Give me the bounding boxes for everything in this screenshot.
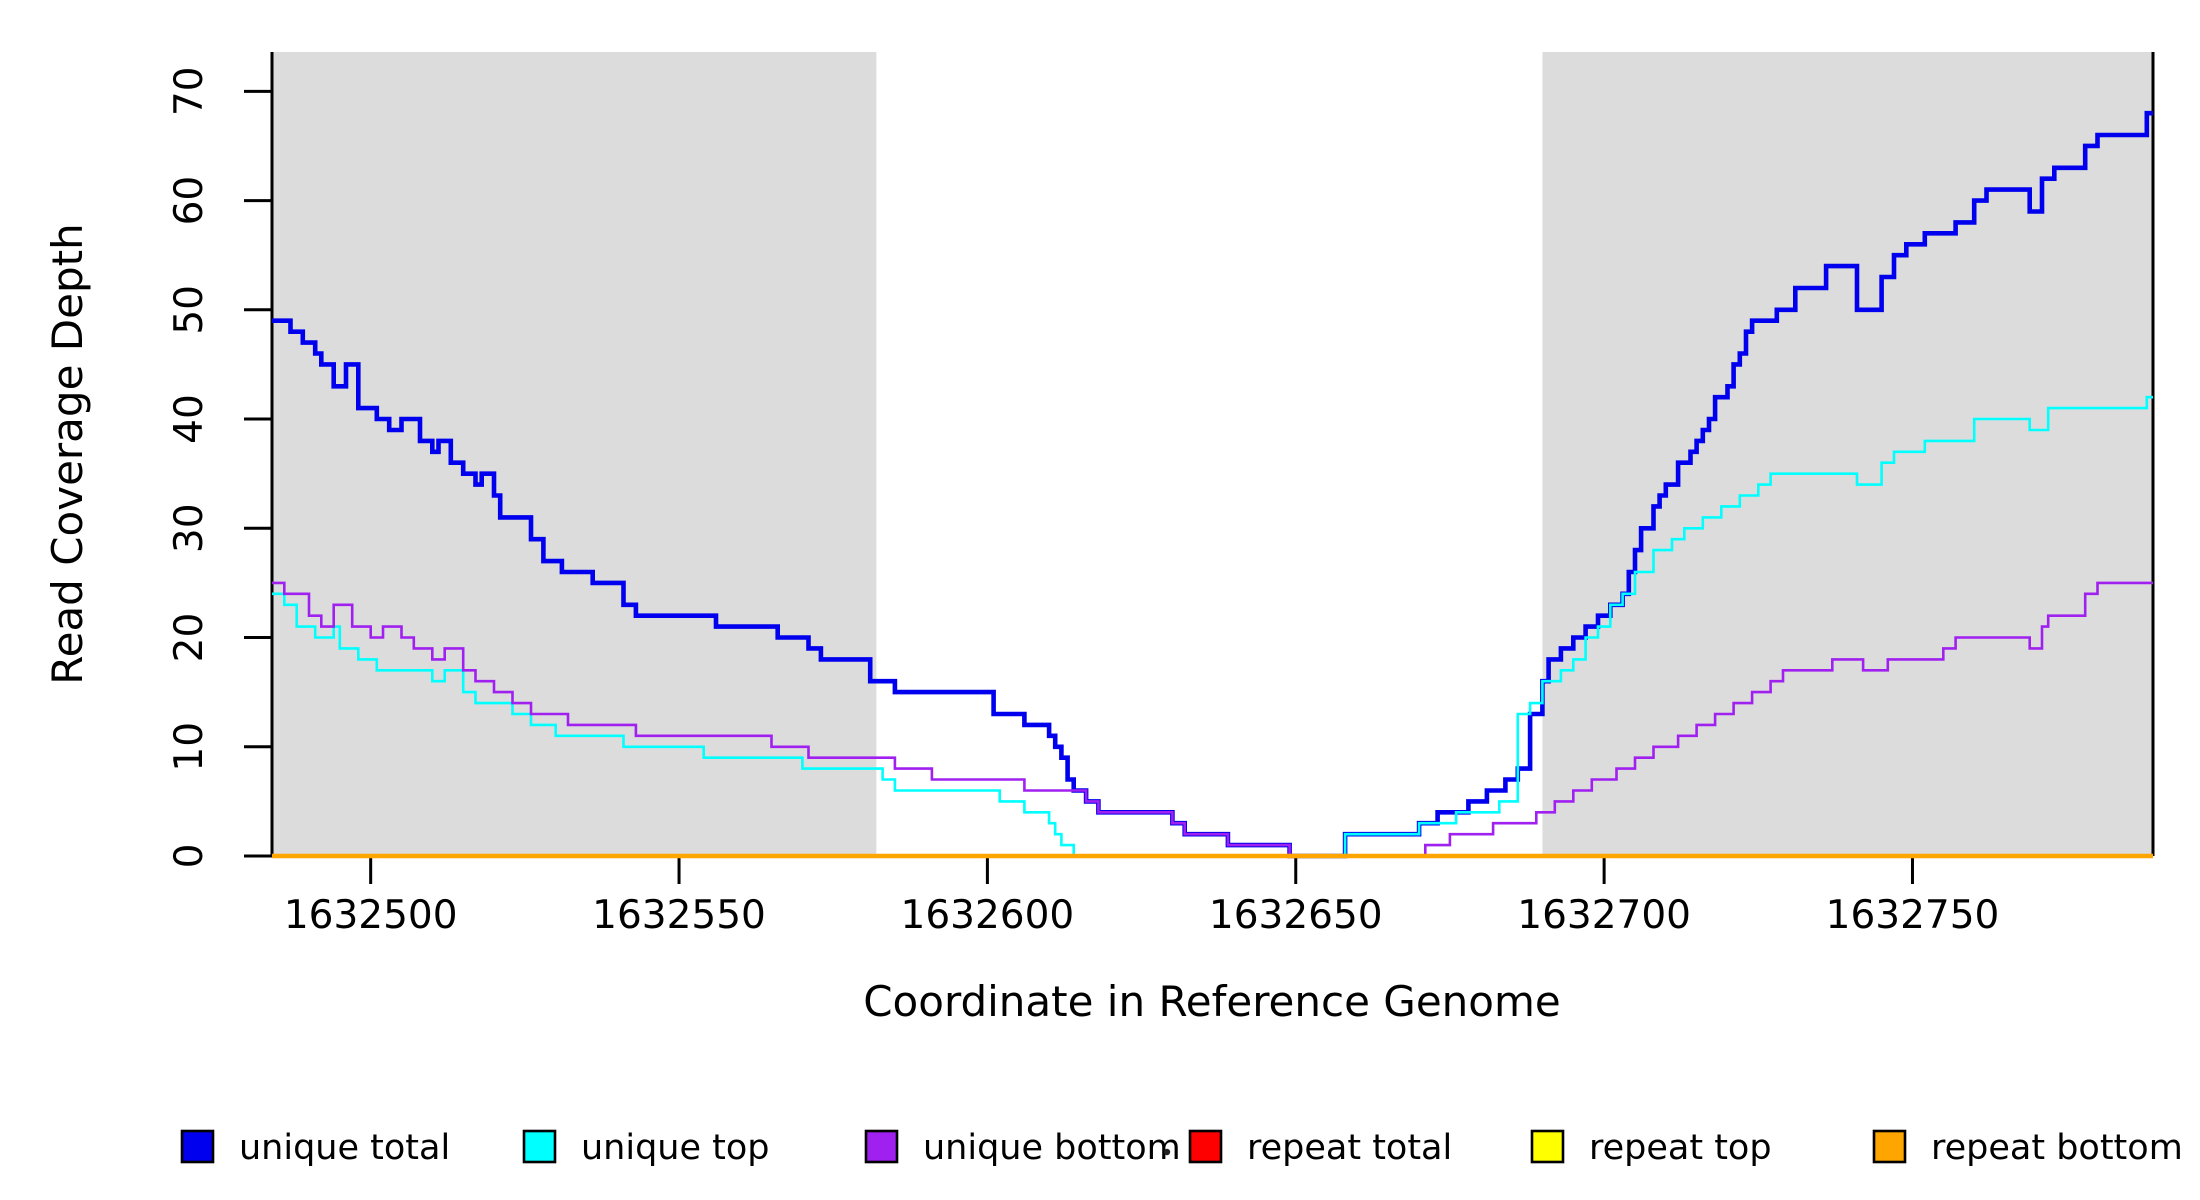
x-tick-label: 1632550 — [592, 893, 766, 938]
legend-label: repeat bottom — [1931, 1128, 2183, 1168]
y-tick-label: 0 — [167, 844, 212, 869]
x-tick-label: 1632650 — [1209, 893, 1383, 938]
legend-item-unique-top: unique top — [522, 1128, 770, 1168]
legend-item-unique-bottom: unique bottom — [864, 1128, 1181, 1168]
legend-label: unique total — [239, 1128, 450, 1168]
legend-label: unique bottom — [923, 1128, 1181, 1168]
series-unique-top-line — [272, 395, 2153, 858]
y-tick-label: 50 — [167, 285, 212, 335]
legend-swatch-repeat-bottom — [1872, 1129, 1907, 1164]
legend-item-repeat-total: repeat total — [1188, 1128, 1452, 1168]
legend-swatch-unique-top — [522, 1129, 557, 1164]
data-series — [272, 110, 2153, 859]
y-tick-label: 10 — [167, 722, 212, 772]
left-repeat-region — [272, 52, 877, 856]
legend-item-repeat-bottom: repeat bottom — [1872, 1128, 2183, 1168]
legend-swatch-unique-total — [180, 1129, 215, 1164]
legend-item-repeat-top: repeat top — [1530, 1128, 1772, 1168]
series-unique-bottom-line — [272, 581, 2153, 858]
legend: unique total unique top unique bottom repea… — [180, 1128, 2183, 1168]
legend-label: repeat total — [1247, 1128, 1452, 1168]
y-tick-label: 60 — [167, 176, 212, 226]
y-tick-label: 20 — [167, 613, 212, 663]
artifact-dot — [1163, 1148, 1171, 1156]
legend-swatch-unique-bottom — [864, 1129, 899, 1164]
legend-swatch-repeat-top — [1530, 1129, 1565, 1164]
x-tick-label: 1632600 — [901, 893, 1075, 938]
x-tick-label: 1632500 — [284, 893, 458, 938]
x-tick-label: 1632700 — [1517, 893, 1691, 938]
y-tick-label: 70 — [167, 67, 212, 117]
series-unique-total-line — [272, 110, 2153, 859]
y-axis-title: Read Coverage Depth — [43, 223, 92, 684]
right-repeat-region — [1542, 52, 2153, 856]
x-axis-title: Coordinate in Reference Genome — [863, 977, 1561, 1026]
legend-label: unique top — [581, 1128, 770, 1168]
legend-swatch-repeat-total — [1188, 1129, 1223, 1164]
shaded-repeat-regions — [272, 52, 2153, 856]
y-tick-label: 40 — [167, 394, 212, 444]
y-tick-label: 30 — [167, 503, 212, 553]
x-tick-label: 1632750 — [1826, 893, 2000, 938]
legend-item-unique-total: unique total — [180, 1128, 450, 1168]
legend-label: repeat top — [1589, 1128, 1772, 1168]
